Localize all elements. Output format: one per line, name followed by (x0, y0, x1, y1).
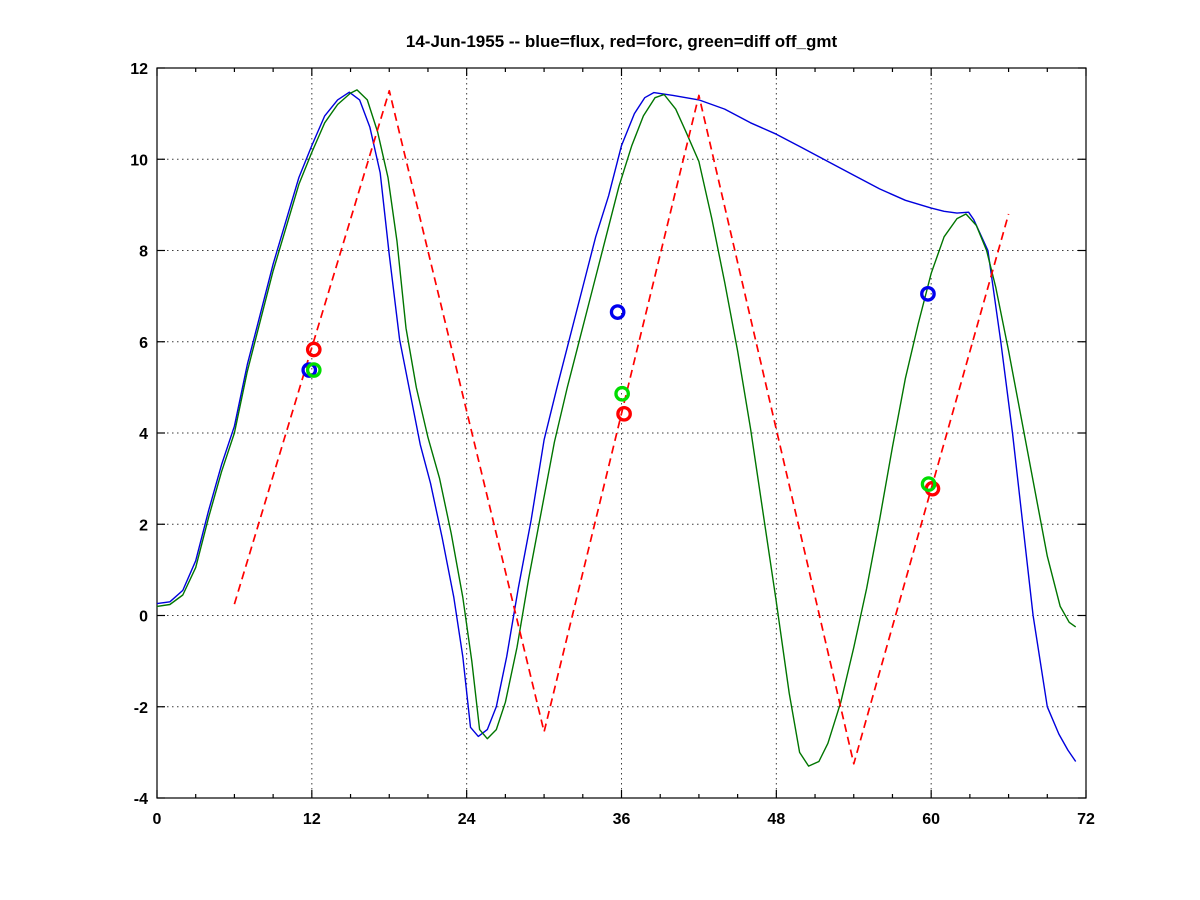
y-tick-label-8: 8 (139, 244, 148, 261)
y-tick-label-0: 0 (139, 609, 148, 626)
flux-line (156, 91, 1077, 762)
x-tick-label-0: 0 (153, 811, 162, 828)
x-tick-label-36: 36 (613, 811, 631, 828)
x-tick-label-48: 48 (767, 811, 785, 828)
diff-samples-marker (305, 362, 322, 378)
x-tick-label-12: 12 (303, 811, 321, 828)
y-tick-label-4: 4 (139, 426, 148, 443)
y-tick-label--4: -4 (134, 791, 148, 808)
diff-samples-marker (614, 385, 630, 402)
forc-samples-marker (305, 341, 322, 358)
chart-title: 14-Jun-1955 -- blue=flux, red=forc, gree… (405, 32, 838, 51)
flux-samples-marker (609, 304, 626, 320)
diff-line (156, 89, 1077, 767)
forc-samples-marker (616, 405, 632, 422)
y-tick-label--2: -2 (134, 700, 148, 717)
x-tick-label-72: 72 (1077, 811, 1095, 828)
x-tick-label-60: 60 (922, 811, 940, 828)
y-tick-label-12: 12 (130, 61, 148, 78)
y-tick-label-6: 6 (139, 335, 148, 352)
y-tick-label-2: 2 (139, 517, 148, 534)
x-tick-label-24: 24 (458, 811, 476, 828)
forc-line (233, 89, 1010, 765)
diff-samples-marker (920, 476, 937, 492)
y-tick-label-10: 10 (130, 152, 148, 169)
flux-samples-marker (920, 285, 936, 302)
